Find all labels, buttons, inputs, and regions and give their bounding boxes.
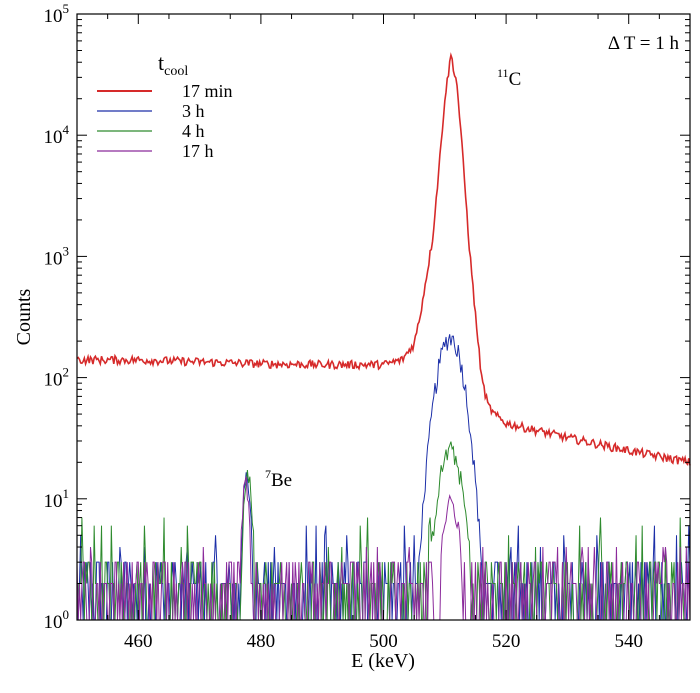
x-tick-label: 540 — [614, 631, 643, 652]
legend-title: tcool — [158, 50, 188, 79]
legend-label: 3 h — [182, 101, 205, 121]
y-tick-label: 102 — [44, 365, 70, 391]
legend-label: 17 h — [182, 141, 214, 161]
y-axis-title: Counts — [13, 288, 35, 345]
legend-label: 17 min — [182, 81, 233, 101]
delta-t-label: Δ T = 1 h — [608, 33, 680, 54]
y-tick-label: 105 — [44, 1, 70, 27]
x-tick-label: 520 — [492, 631, 521, 652]
x-tick-label: 460 — [124, 631, 153, 652]
axis-ticks: 460 480 500 520 540 100 101 102 103 104 105 — [44, 1, 690, 652]
x-tick-label: 480 — [247, 631, 276, 652]
be7-peak-label: 7Be — [265, 467, 292, 491]
y-tick-label: 104 — [44, 122, 70, 148]
y-tick-label: 100 — [44, 607, 70, 633]
series-line-17min — [76, 52, 691, 467]
x-tick-label: 500 — [369, 631, 398, 652]
x-axis-title: E (keV) — [351, 650, 415, 672]
plot-frame — [76, 13, 691, 621]
c11-peak-label: 11C — [497, 66, 521, 90]
y-tick-label: 101 — [44, 486, 70, 512]
y-tick-label: 103 — [44, 243, 70, 269]
legend-label: 4 h — [182, 121, 205, 141]
series-layer — [76, 52, 691, 621]
